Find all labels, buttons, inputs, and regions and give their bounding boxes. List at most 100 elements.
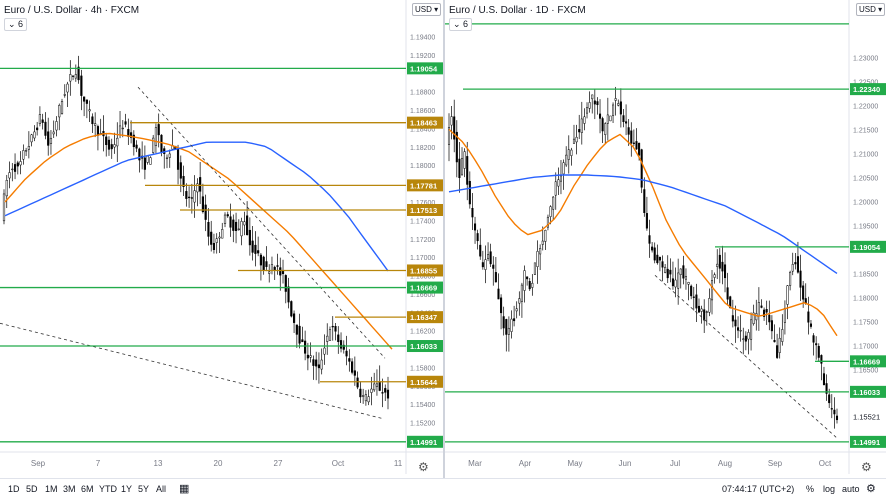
pane-separator[interactable] — [443, 0, 445, 478]
level-price-tag — [407, 203, 443, 216]
candle-body — [74, 74, 77, 79]
left-chart-svg[interactable]: 1.19400 1.19200 1.18800 1.18600 1.18400 1.182… — [0, 0, 443, 478]
level-price-tag — [407, 340, 443, 353]
left-chart-pane[interactable]: 1.19400 1.19200 1.18800 1.18600 1.18400 1.182… — [0, 0, 443, 478]
candle-body — [614, 98, 617, 101]
candle-body — [739, 330, 742, 332]
right-legend-toggle[interactable]: ⌄ 6 — [449, 18, 473, 31]
x-tick-label: 11 — [394, 459, 403, 468]
level-price-label: 1.22340 — [853, 85, 880, 94]
candle-body — [520, 284, 523, 302]
candle-body — [168, 153, 171, 158]
candle-body — [585, 107, 589, 114]
log-toggle[interactable]: log — [823, 484, 836, 494]
y-tick-label: 1.17400 — [410, 218, 435, 225]
y-tick-label: 1.16600 — [410, 292, 435, 299]
candle-body — [781, 329, 784, 342]
candle-body — [799, 270, 802, 288]
x-tick-label: Oct — [332, 459, 345, 468]
y-tick-label: 1.19200 — [410, 53, 435, 60]
range-all[interactable]: All — [156, 484, 167, 494]
x-tick-label: Sep — [31, 459, 46, 468]
left-gear-icon[interactable]: ⚙ — [418, 460, 429, 474]
range-5d[interactable]: 5D — [26, 484, 38, 494]
candle-body — [729, 296, 732, 309]
candle-body — [601, 118, 604, 132]
candle-body — [507, 327, 510, 335]
candle-body — [27, 146, 30, 150]
y-tick-label: 1.17500 — [853, 319, 878, 326]
candle-body — [533, 262, 536, 275]
candle-body — [622, 115, 625, 123]
candle-body — [116, 137, 119, 147]
y-tick-label: 1.20500 — [853, 175, 878, 182]
candle-body — [348, 358, 351, 362]
candle-body — [306, 354, 309, 359]
candle-body — [460, 158, 464, 175]
candle-body — [536, 251, 539, 268]
range-3m[interactable]: 3M — [63, 484, 76, 494]
level-price-label: 1.16033 — [410, 342, 437, 351]
calendar-icon[interactable]: ▦ — [179, 483, 190, 495]
range-6m[interactable]: 6M — [81, 484, 94, 494]
right-gear-icon[interactable]: ⚙ — [861, 460, 872, 474]
range-1d[interactable]: 1D — [8, 484, 20, 494]
candle-body — [287, 286, 290, 303]
candle-body — [80, 75, 83, 96]
candle-body — [143, 157, 146, 170]
level-price-tag — [850, 83, 886, 96]
candle-body — [2, 193, 6, 222]
candle-body — [342, 344, 345, 350]
candle-body — [16, 162, 19, 167]
settings-gear-icon[interactable]: ⚙ — [866, 483, 876, 495]
candle-body — [830, 408, 833, 410]
candle-body — [479, 244, 482, 257]
candle-body — [259, 254, 262, 266]
candle-body — [47, 131, 50, 146]
candle-body — [234, 221, 238, 231]
y-tick-label: 1.18000 — [410, 163, 435, 170]
candle-body — [723, 264, 727, 279]
right-chart-pane[interactable]: 1.23000 1.22500 1.22000 1.21500 1.21000 1.205… — [445, 0, 886, 478]
candle-body — [638, 142, 641, 156]
auto-toggle[interactable]: auto — [842, 484, 860, 494]
candle-body — [160, 134, 163, 153]
candle-body — [710, 280, 714, 301]
candle-body — [789, 271, 792, 286]
current-price-label: 1.15521 — [853, 412, 880, 421]
clock-display[interactable]: 07:44:17 (UTC+2) — [722, 484, 795, 494]
level-price-tag — [407, 116, 443, 129]
left-legend-toggle[interactable]: ⌄ 6 — [4, 18, 28, 31]
candle-body — [5, 180, 8, 197]
candle-body — [612, 104, 615, 116]
x-tick-label: 7 — [96, 459, 101, 468]
right-currency-select[interactable]: USD ▾ — [856, 3, 886, 16]
range-ytd[interactable]: YTD — [99, 484, 117, 494]
candle-body — [731, 315, 734, 322]
right-chart-svg[interactable]: 1.23000 1.22500 1.22000 1.21500 1.21000 1.205… — [445, 0, 886, 478]
candle-body — [721, 261, 724, 272]
range-1m[interactable]: 1M — [45, 484, 58, 494]
candle-body — [609, 115, 612, 122]
left-currency-select[interactable]: USD ▾ — [412, 3, 442, 16]
candle-body — [60, 101, 64, 114]
candle-body — [199, 177, 202, 192]
range-5y[interactable]: 5Y — [138, 484, 150, 494]
candle-body — [505, 319, 508, 335]
candle-body — [265, 261, 268, 267]
level-price-label: 1.14991 — [410, 438, 437, 447]
moving-average-slow — [4, 141, 389, 272]
candle-body — [309, 355, 312, 358]
candle-body — [450, 116, 453, 126]
candle-body — [378, 381, 381, 391]
range-1y[interactable]: 1Y — [121, 484, 133, 494]
y-tick-label: 1.18000 — [853, 295, 878, 302]
candle-body — [246, 215, 249, 236]
candle-body — [25, 150, 28, 152]
candle-body — [182, 176, 185, 187]
percent-toggle[interactable]: % — [806, 484, 815, 494]
candle-body — [251, 240, 254, 253]
level-price-label: 1.19054 — [853, 243, 881, 252]
candle-body — [570, 149, 573, 156]
candle-body — [301, 339, 304, 343]
